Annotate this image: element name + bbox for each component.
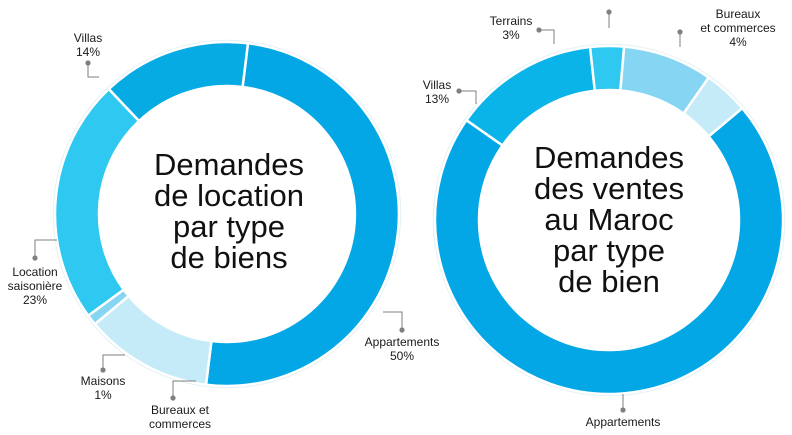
slice-label: Appartements 50% — [365, 335, 440, 363]
chart-center-title-line: de bien — [558, 264, 660, 299]
leader-dot — [456, 88, 462, 94]
leader-line — [459, 90, 477, 104]
donut-slice — [588, 44, 626, 93]
chart-center-title-line: des ventes — [534, 171, 684, 206]
chart-center-title: Demandes des ventes au Maroc par type de bie… — [534, 140, 684, 299]
slice-label-line: 14% — [76, 45, 100, 59]
slice-label: Terrains 3% — [490, 14, 533, 42]
slice-label-line: 4% — [729, 35, 747, 49]
chart-center-title-line: au Maroc — [544, 202, 673, 237]
donut-outline — [52, 39, 402, 389]
leader-line — [172, 380, 196, 398]
slice-label-line: 50% — [390, 349, 414, 363]
slice-label-line: 1% — [94, 388, 112, 402]
slice-label-line: Maisons — [81, 374, 126, 388]
slice-label: Appartements — [586, 415, 661, 429]
slice-label-line: Villas — [74, 31, 102, 45]
donut-slice — [204, 41, 401, 388]
slice-label-line: Terrains — [490, 14, 533, 28]
slice-label: Location saisonière 23% — [8, 265, 63, 307]
donut-slice — [53, 87, 141, 318]
leader-line — [102, 354, 125, 370]
leader-dot — [32, 255, 38, 261]
chart-center-title-line: de biens — [170, 240, 287, 275]
chart-center-title-line: par type — [173, 209, 285, 244]
donut-slice — [464, 45, 597, 148]
slice-label-line: commerces — [149, 417, 211, 430]
chart-center-title-line: de location — [154, 178, 304, 213]
leader-dot — [85, 60, 91, 66]
chart-center-title-line: Demandes — [534, 140, 684, 175]
leader-line — [383, 311, 403, 330]
slice-label: Bureaux et commerces — [149, 403, 211, 430]
donut-chart-2: Demandes des ventes au Maroc par type de bie… — [423, 7, 786, 429]
slice-label-line: Appartements — [365, 335, 440, 349]
slice-label-line: et commerces — [700, 21, 775, 35]
slice-label-line: 13% — [425, 92, 449, 106]
leader-line — [34, 239, 57, 258]
slice-label: Villas 13% — [423, 78, 451, 106]
leader-dot — [620, 407, 626, 413]
slice-label-line: Bureaux et — [151, 403, 210, 417]
chart-center-title: Demandes de location par type de biens — [154, 147, 304, 275]
slice-label: Bureaux et commerces 4% — [700, 7, 775, 49]
slice-label: Villas 14% — [74, 31, 102, 59]
leader-dot — [170, 395, 176, 401]
leader-dot — [536, 27, 542, 33]
donut-slice — [681, 75, 745, 139]
slice-label-line: Villas — [423, 78, 451, 92]
leader-line — [539, 29, 555, 44]
leader-line — [87, 63, 99, 78]
slice-label-line: Location — [12, 265, 57, 279]
slice-label: Maisons 1% — [81, 374, 126, 402]
slice-label-line: 23% — [23, 293, 47, 307]
slice-label-line: Bureaux — [716, 7, 761, 21]
leader-dot — [606, 9, 612, 15]
leader-dot — [100, 367, 106, 373]
leader-dot — [677, 29, 683, 35]
chart-center-title-line: par type — [553, 233, 665, 268]
chart-center-title-line: Demandes — [154, 147, 304, 182]
slice-label-line: saisonière — [8, 279, 63, 293]
slice-label-line: Appartements — [586, 415, 661, 429]
slice-label-line: 3% — [502, 28, 520, 42]
donut-chart-1: Demandes de location par type de biens Appar… — [8, 31, 440, 431]
leader-dot — [399, 327, 405, 333]
donut-slice — [433, 106, 785, 396]
donut-outline — [432, 43, 786, 397]
donut-slice — [107, 40, 250, 123]
